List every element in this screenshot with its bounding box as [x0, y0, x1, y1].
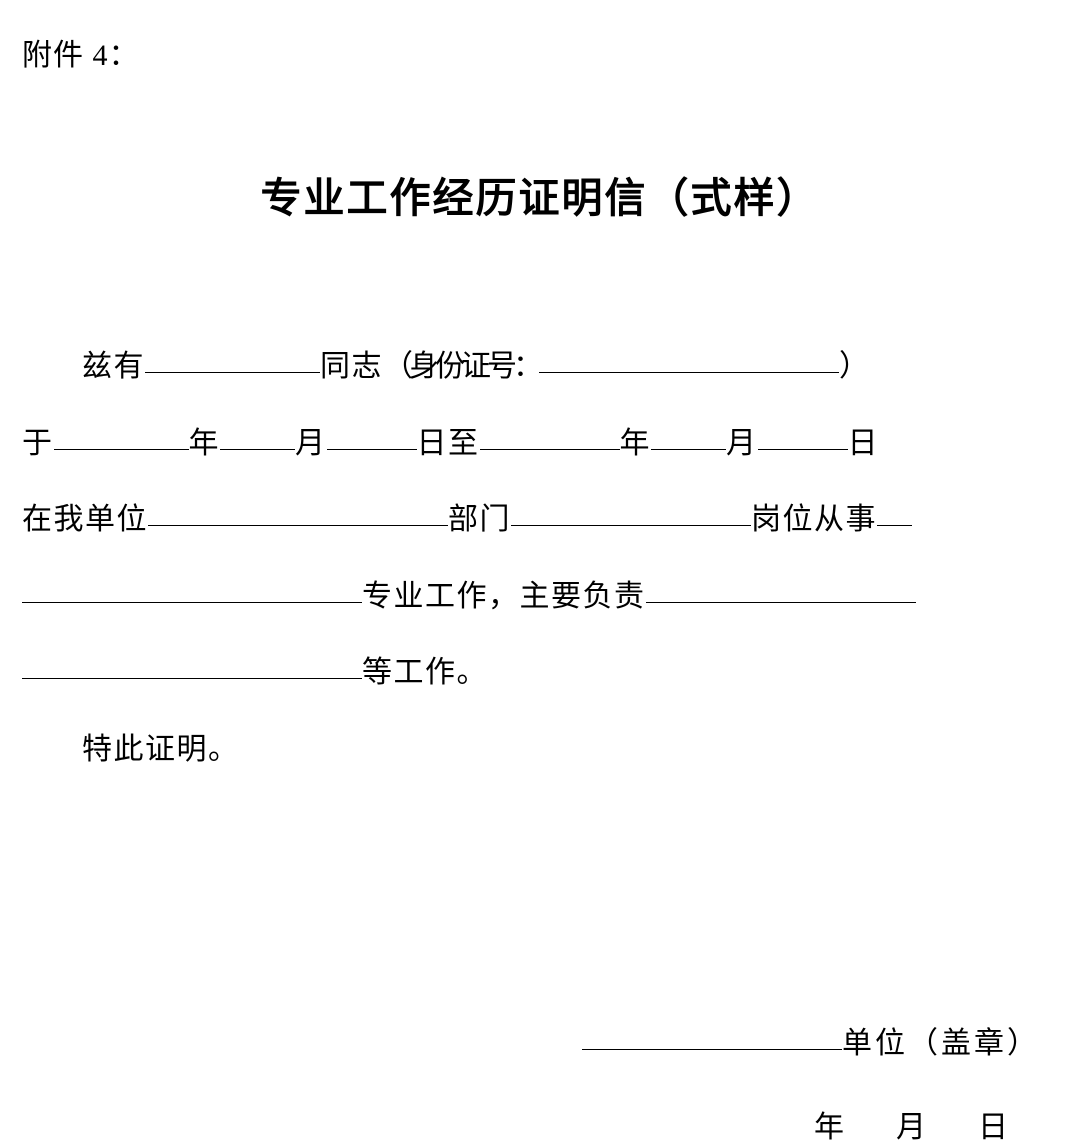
blank-trail	[877, 525, 912, 526]
text-confirm: 特此证明。	[82, 733, 240, 766]
blank-specialty	[22, 602, 362, 603]
document-body: 兹有同志（身份证号：） 于年月日至年月日 在我单位部门岗位从事 专业工作，主要负…	[20, 329, 1060, 788]
text-dept: 部门	[448, 503, 511, 536]
text-id-suffix: ）	[839, 350, 871, 383]
text-month-to: 月	[726, 427, 758, 460]
blank-dept	[148, 525, 448, 526]
document-title: 专业工作经历证明信（式样）	[20, 164, 1060, 224]
footer-day: 日	[978, 1111, 1010, 1144]
blank-resp	[646, 602, 916, 603]
line-2: 于年月日至年月日	[22, 406, 1058, 483]
text-yu: 于	[22, 427, 54, 460]
line-3: 在我单位 部门 岗位从事	[22, 482, 1058, 559]
footer-date-line: 年月日	[20, 1102, 1060, 1146]
text-year-to: 年	[620, 427, 652, 460]
footer-unit-label: 单位（盖章）	[842, 1018, 1040, 1062]
line-1: 兹有 同志（身份证号： ）	[22, 329, 1058, 406]
text-month-from: 月	[295, 427, 327, 460]
blank-day-from	[327, 449, 417, 450]
text-id-prefix: （身份证号：	[383, 350, 539, 383]
blank-day-to	[758, 449, 848, 450]
blank-unit	[582, 1049, 842, 1050]
line-confirm: 特此证明。	[22, 712, 1058, 789]
text-post: 岗位从事	[751, 503, 877, 536]
blank-id	[539, 372, 839, 373]
text-specialty: 专业工作，主要负责	[362, 580, 646, 613]
footer-year: 年	[814, 1111, 846, 1144]
blank-month-to	[651, 449, 726, 450]
footer-month: 月	[896, 1111, 928, 1144]
blank-month-from	[220, 449, 295, 450]
line-4: 专业工作，主要负责	[22, 559, 1058, 636]
text-day-from: 日	[417, 427, 449, 460]
blank-resp-cont	[22, 678, 362, 679]
text-day-to: 日	[848, 427, 880, 460]
text-tongzhi: 同志	[320, 350, 383, 383]
attachment-label: 附件 4：	[22, 30, 1060, 74]
text-inunit: 在我单位	[22, 503, 148, 536]
text-to: 至	[448, 427, 480, 460]
blank-post	[511, 525, 751, 526]
text-ziyou: 兹有	[82, 350, 145, 383]
blank-year-from	[54, 449, 189, 450]
document-footer: 单位（盖章） 年 月 日	[20, 1018, 1060, 1146]
blank-year-to	[480, 449, 620, 450]
text-etc: 等工作。	[362, 656, 488, 689]
footer-unit-line: 单位（盖章）	[20, 1018, 1060, 1062]
blank-name	[145, 372, 320, 373]
text-year-from: 年	[189, 427, 221, 460]
line-5: 等工作。	[22, 635, 1058, 712]
